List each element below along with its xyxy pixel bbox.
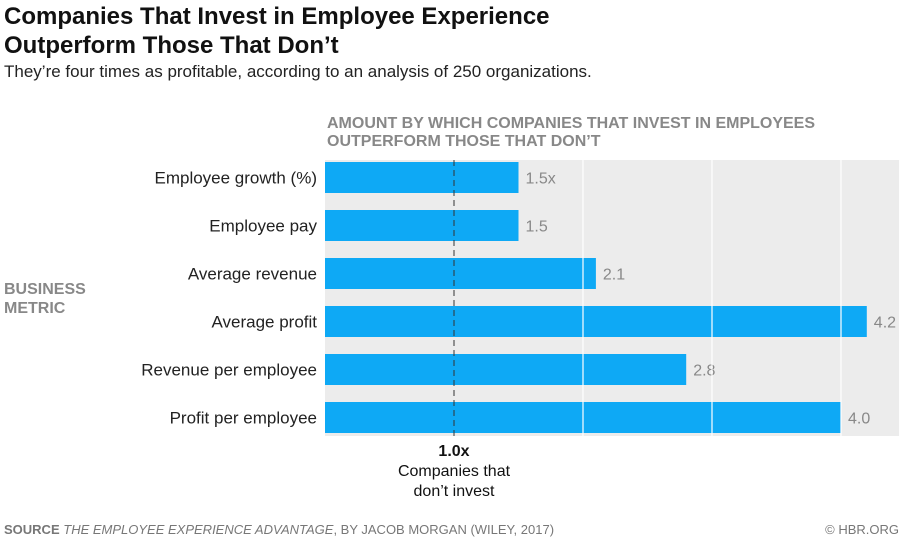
source-rest: , BY JACOB MORGAN (WILEY, 2017) (333, 522, 555, 537)
source-label: SOURCE (4, 522, 60, 537)
plot-background (325, 160, 900, 436)
reference-caption: Companies that (398, 463, 511, 480)
chart-subtitle: They’re four times as profitable, accord… (4, 62, 592, 81)
chart-title: Companies That Invest in Employee Experi… (4, 3, 550, 59)
category-label: Revenue per employee (141, 361, 317, 380)
category-label: Profit per employee (170, 409, 317, 428)
credit: © HBR.ORG (825, 522, 899, 537)
data-label: 4.0 (848, 411, 870, 428)
data-label: 1.5x (526, 171, 556, 188)
bar (325, 162, 519, 193)
data-label: 1.5 (526, 219, 548, 236)
category-label: Employee growth (%) (154, 169, 317, 188)
bar (325, 210, 519, 241)
data-label: 4.2 (874, 315, 896, 332)
bar (325, 354, 687, 385)
category-label: Employee pay (209, 217, 317, 236)
reference-caption: don’t invest (414, 483, 495, 500)
bar (325, 258, 596, 289)
data-label: 2.1 (603, 267, 625, 284)
reference-label: 1.0x (438, 443, 469, 460)
x-axis-title: AMOUNT BY WHICH COMPANIES THAT INVEST IN… (327, 115, 816, 150)
bar (325, 306, 867, 337)
category-label: Average profit (211, 313, 317, 332)
data-label: 2.8 (693, 363, 715, 380)
category-label: Average revenue (188, 265, 317, 284)
source-note: SOURCE THE EMPLOYEE EXPERIENCE ADVANTAGE… (4, 522, 554, 537)
y-axis-title: BUSINESS METRIC (4, 281, 86, 317)
source-title: THE EMPLOYEE EXPERIENCE ADVANTAGE (63, 522, 334, 537)
